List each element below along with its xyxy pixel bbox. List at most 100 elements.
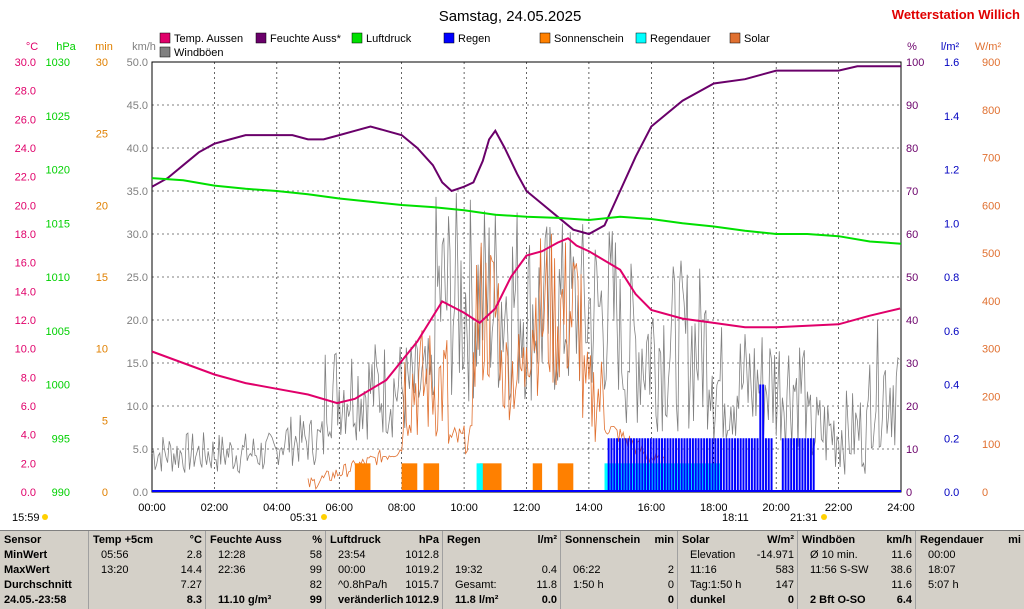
hum-tick-label: 100 <box>906 57 924 69</box>
stats-cell-row: ^0.8hPa/h 1015.7 <box>330 579 439 593</box>
min-tick-label: 0 <box>102 487 108 499</box>
stats-cell-value: 1019.2 <box>405 564 439 576</box>
stats-cell-row: 8.3 <box>93 594 202 608</box>
rain-tick-label: 1.2 <box>944 165 959 177</box>
rain-bar <box>677 438 680 492</box>
solar-max-time: 18:11 <box>722 512 749 524</box>
temp-tick-label: 30.0 <box>15 57 36 69</box>
stats-cell-row: Tag:1:50 h 147 <box>682 579 794 593</box>
rain-bar <box>742 438 745 492</box>
min-tick-label: 15 <box>96 272 108 284</box>
solar-tick-label: 700 <box>982 153 1000 165</box>
press-tick-label: 995 <box>52 433 70 445</box>
stats-cell-value: 58 <box>309 549 322 561</box>
legend-label: Luftdruck <box>366 33 412 45</box>
rain-bar <box>613 438 616 492</box>
temp-tick-label: 14.0 <box>15 286 36 298</box>
legend-label: Temp. Aussen <box>174 33 243 45</box>
rain-bar <box>748 438 751 492</box>
stats-cell-value: 1012.8 <box>405 549 439 561</box>
rain-tick-label: 1.6 <box>944 57 959 69</box>
wind-gust-line <box>151 192 900 475</box>
hum-tick-label: 90 <box>906 100 918 112</box>
x-tick-label: 04:00 <box>263 502 291 514</box>
legend-swatch <box>539 32 551 44</box>
x-tick-label: 18:00 <box>700 502 728 514</box>
rain-bar <box>714 438 717 492</box>
hum-tick-label: 50 <box>906 272 918 284</box>
min-tick-label: 20 <box>96 200 108 212</box>
hum-tick-label: 20 <box>906 401 918 413</box>
stats-cell-value: 11.6 <box>891 579 912 591</box>
x-tick-label: 12:00 <box>513 502 541 514</box>
rain-bar <box>734 438 737 492</box>
stats-column-header: Temp +5cm °C <box>93 534 202 546</box>
solar-unit-label: W/m² <box>975 41 1002 53</box>
stats-cell-row: 19:32 0.4 <box>447 564 557 578</box>
stats-cell-value: 38.6 <box>890 564 912 576</box>
rain-bar <box>646 438 649 492</box>
stats-cell-time: Tag:1:50 h <box>690 579 742 591</box>
stats-column-header: Feuchte Auss% <box>210 534 322 546</box>
rain-bar <box>793 438 796 492</box>
stats-column-title: Feuchte Auss <box>210 534 282 546</box>
wind-tick-label: 5.0 <box>133 444 148 456</box>
rain-bar <box>767 438 770 492</box>
stats-column-unit: km/h <box>886 534 912 546</box>
current-time-left: 15:59 <box>12 512 40 524</box>
rain-bar <box>790 438 793 492</box>
legend-label: Feuchte Auss* <box>270 33 342 45</box>
rain-bar <box>736 438 739 492</box>
stats-cell-time: 11:56 S-SW <box>810 564 869 576</box>
wind-tick-label: 25.0 <box>127 272 148 284</box>
sunset-time: 21:31 <box>790 512 818 524</box>
rain-tick-label: 0.8 <box>944 272 959 284</box>
temp-unit-label: °C <box>26 41 38 53</box>
x-tick-label: 16:00 <box>638 502 666 514</box>
temp-tick-label: 18.0 <box>15 229 36 241</box>
rain-tick-label: 0.2 <box>944 433 959 445</box>
stats-cell-row: veränderlich 1012.9 <box>330 594 439 608</box>
rain-bar <box>705 438 708 492</box>
stats-cell-time: 11.8 l/m² <box>455 594 499 606</box>
stats-cell-row: dunkel 0 <box>682 594 794 608</box>
stats-cell-value: 99 <box>309 564 322 576</box>
temp-tick-label: 20.0 <box>15 200 36 212</box>
stats-column-header: Regendauer mi <box>920 534 1021 546</box>
solar-tick-label: 100 <box>982 439 1000 451</box>
wind-tick-label: 30.0 <box>127 229 148 241</box>
chart-plots <box>151 65 902 492</box>
stats-cell-value: 583 <box>775 564 794 576</box>
stats-cell-row: Ø 10 min. 11.6 <box>802 549 912 563</box>
rain-bar <box>717 438 720 492</box>
rain-bar <box>635 438 638 492</box>
rain-tick-label: 1.0 <box>944 218 959 230</box>
stats-column-title: Sonnenschein <box>565 534 641 546</box>
sunrise-icon <box>321 514 327 520</box>
press-tick-label: 1020 <box>46 165 70 177</box>
legend-label: Solar <box>744 33 770 45</box>
stats-cell-value: 0 <box>667 579 674 591</box>
rain-bar <box>784 438 787 492</box>
stats-column-title: Regen <box>447 534 481 546</box>
rain-tick-label: 0.0 <box>944 487 959 499</box>
stats-cell-row: Elevation -14.971 <box>682 549 794 563</box>
stats-cell-row: 06:22 2 <box>565 564 674 578</box>
min-tick-label: 10 <box>96 344 108 356</box>
rain-bar <box>669 438 672 492</box>
stats-cell-value: 0.4 <box>541 564 557 576</box>
stats-cell-row: 05:56 2.8 <box>93 549 202 563</box>
station-name: Wetterstation Willich <box>892 7 1020 22</box>
rain-bar <box>610 438 613 492</box>
stats-cell-time: 18:07 <box>928 564 956 576</box>
rain-bar <box>809 438 812 492</box>
stats-column-title: Temp +5cm <box>93 534 154 546</box>
stats-column-header: Regen l/m² <box>447 534 557 546</box>
solar-tick-label: 500 <box>982 248 1000 260</box>
stats-cell-row <box>565 549 674 563</box>
chart-title: Samstag, 24.05.2025 <box>439 8 582 25</box>
stats-cell-value: 2 <box>667 564 674 576</box>
hum-tick-label: 10 <box>906 444 918 456</box>
rain-bar <box>691 438 694 492</box>
stats-cell-time: 00:00 <box>338 564 366 576</box>
